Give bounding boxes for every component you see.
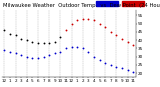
Point (132, 71, 134, 72)
Point (37, 58, 39, 59)
Point (9, 33, 11, 34)
Point (3, 49, 6, 51)
Point (31, 41, 34, 43)
Point (14, 53, 17, 54)
Point (20, 54, 22, 56)
Point (25, 56, 28, 57)
Point (70, 46, 73, 48)
Point (31, 58, 34, 59)
Point (87, 18, 90, 19)
Point (65, 48, 67, 49)
Point (3, 30, 6, 31)
Point (76, 20, 79, 21)
Point (81, 18, 84, 19)
Point (109, 64, 112, 66)
Point (104, 26, 107, 28)
Point (37, 43, 39, 44)
Point (53, 41, 56, 43)
Point (76, 46, 79, 48)
Point (121, 68, 123, 69)
Point (121, 38, 123, 39)
Point (126, 41, 129, 43)
Point (42, 43, 45, 44)
Point (48, 43, 51, 44)
Point (109, 31, 112, 33)
Point (98, 59, 101, 61)
Point (87, 51, 90, 52)
Text: Milwaukee Weather  Outdoor Temp.  vs  Dew Point  (24 Hours): Milwaukee Weather Outdoor Temp. vs Dew P… (3, 3, 160, 8)
Point (59, 36, 62, 38)
Point (48, 54, 51, 56)
Point (104, 63, 107, 64)
Point (9, 51, 11, 52)
Point (20, 38, 22, 39)
Point (81, 48, 84, 49)
Point (132, 44, 134, 46)
Point (70, 23, 73, 24)
Point (42, 56, 45, 57)
Point (53, 53, 56, 54)
Point (59, 51, 62, 52)
Point (115, 66, 118, 67)
Point (25, 39, 28, 41)
Point (93, 20, 95, 21)
Point (115, 35, 118, 36)
Point (93, 56, 95, 57)
Point (98, 23, 101, 24)
Point (14, 35, 17, 36)
Point (65, 30, 67, 31)
Point (126, 69, 129, 71)
